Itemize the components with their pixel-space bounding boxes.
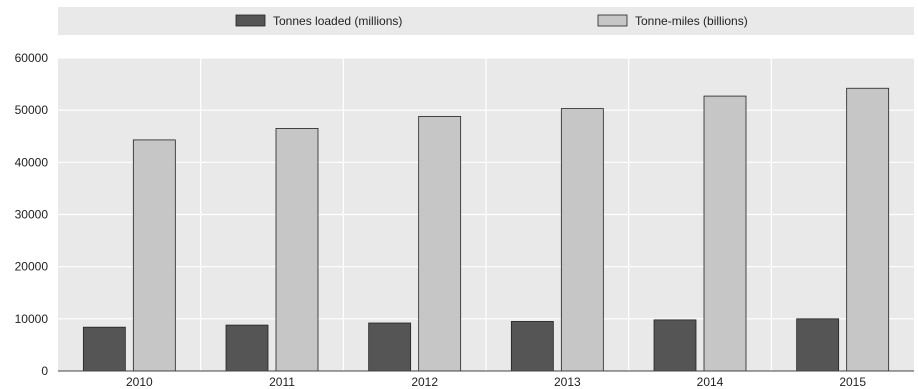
legend-swatch-0 bbox=[235, 14, 266, 27]
x-tick-label: 2012 bbox=[411, 375, 438, 389]
y-tick-label: 40000 bbox=[15, 155, 49, 169]
bar-series-1-2014 bbox=[703, 95, 747, 372]
legend-swatch-1 bbox=[597, 14, 628, 27]
y-tick-label: 20000 bbox=[15, 260, 49, 274]
bar-series-1-2012 bbox=[418, 116, 462, 372]
bar-series-1-2013 bbox=[560, 108, 604, 372]
x-tick-label: 2013 bbox=[554, 375, 581, 389]
bar-series-0-2010 bbox=[82, 326, 126, 372]
y-tick-label: 60000 bbox=[15, 51, 49, 65]
grid-lines bbox=[58, 57, 914, 371]
bar-series-1-2010 bbox=[132, 139, 176, 372]
legend-item-0: Tonnes loaded (millions) bbox=[235, 14, 402, 28]
y-tick-label: 0 bbox=[41, 364, 48, 378]
y-tick-label: 50000 bbox=[15, 103, 49, 117]
x-tick-label: 2010 bbox=[126, 375, 153, 389]
bar-series-1-2011 bbox=[275, 128, 319, 372]
legend-item-1: Tonne-miles (billions) bbox=[597, 14, 748, 28]
legend-label-1: Tonne-miles (billions) bbox=[635, 14, 748, 28]
bar-series-0-2013 bbox=[510, 321, 554, 372]
x-tick-label: 2011 bbox=[269, 375, 295, 389]
bars bbox=[82, 87, 890, 372]
bar-series-0-2015 bbox=[796, 318, 840, 372]
y-axis-ticks: 0 10000 20000 30000 40000 50000 60000 bbox=[15, 51, 49, 378]
x-tick-label: 2014 bbox=[697, 375, 724, 389]
legend-background bbox=[58, 7, 914, 35]
bar-series-0-2011 bbox=[225, 324, 269, 372]
bar-series-1-2015 bbox=[846, 87, 890, 372]
y-tick-label: 10000 bbox=[15, 312, 49, 326]
legend-label-0: Tonnes loaded (millions) bbox=[273, 14, 402, 28]
bar-series-0-2014 bbox=[653, 319, 697, 372]
y-tick-label: 30000 bbox=[15, 208, 49, 222]
bar-series-0-2012 bbox=[368, 322, 412, 372]
x-axis-ticks: 2010 2011 2012 2013 2014 2015 bbox=[126, 375, 866, 389]
x-tick-label: 2015 bbox=[839, 375, 866, 389]
